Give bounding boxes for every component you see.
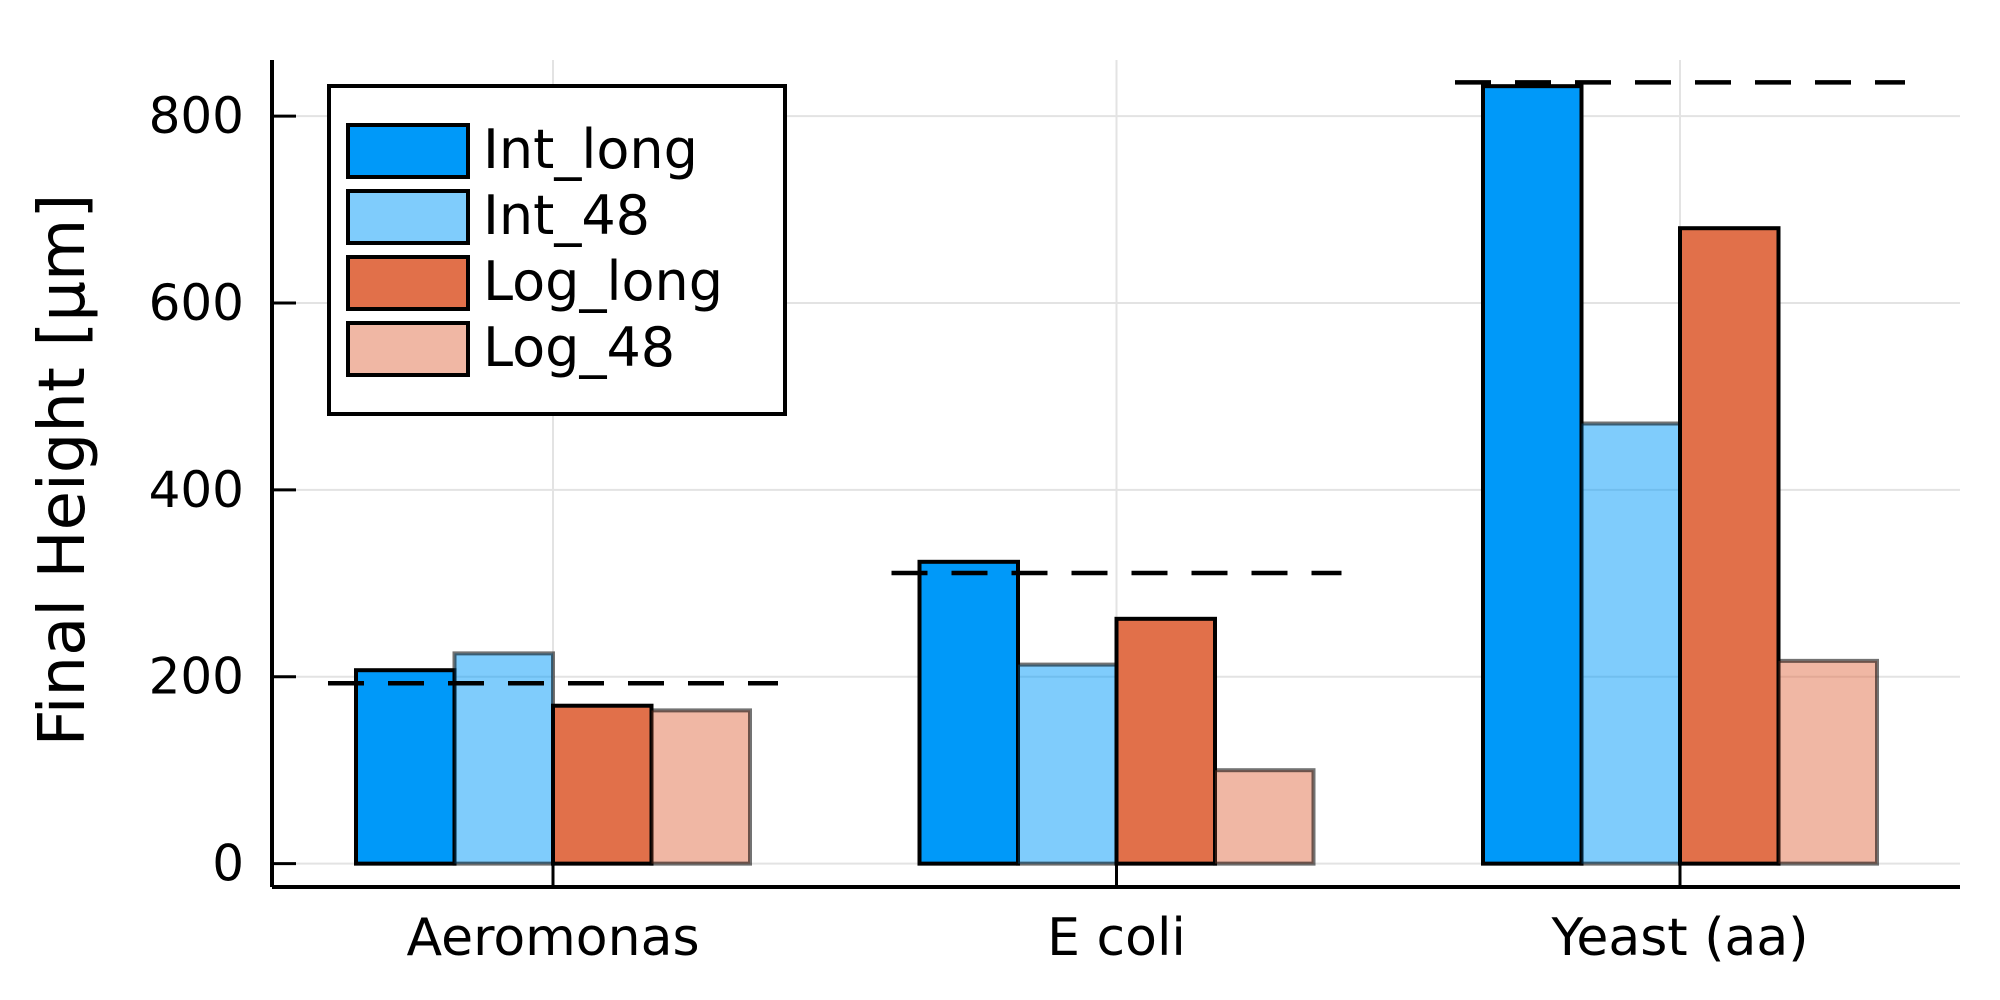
y-tick-label: 400: [149, 461, 244, 519]
y-tick-label: 800: [149, 87, 244, 145]
bar-log-long-2: [1678, 226, 1781, 866]
bar-log-long-0: [551, 703, 654, 866]
bar-log-48-2: [1776, 658, 1879, 866]
bar-int-long-0: [354, 668, 457, 866]
y-axis-label: Final Height [μm]: [26, 194, 100, 747]
legend-swatch: [346, 123, 470, 179]
legend-swatch: [346, 321, 470, 377]
legend-swatch: [346, 189, 470, 245]
bars: [354, 84, 1879, 866]
bar-int-long-1: [917, 559, 1020, 866]
bar-int-long-2: [1481, 84, 1584, 866]
x-tick-label: Aeromonas: [406, 908, 699, 968]
axes: 0 200 400 600 800 Aeromonas E coli Yeast (aa): [149, 60, 1960, 968]
x-tick-label: Yeast (aa): [1550, 908, 1808, 968]
x-tick-label: E coli: [1047, 908, 1186, 968]
y-tick-label: 0: [212, 835, 244, 893]
bar-int-48-1: [1016, 662, 1119, 866]
y-tick-label: 200: [149, 648, 244, 706]
bar-log-48-1: [1213, 768, 1316, 866]
legend-label: Int_long: [483, 118, 698, 181]
bar-log-long-1: [1114, 616, 1217, 866]
legend-swatch: [346, 255, 470, 311]
reference-lines: [328, 80, 1905, 686]
y-tick-label: 600: [149, 274, 244, 332]
legend-label: Log_long: [483, 250, 723, 313]
bar-int-48-2: [1579, 421, 1682, 866]
legend-label: Int_48: [483, 184, 650, 247]
legend-label: Log_48: [483, 316, 675, 379]
bar-log-48-0: [649, 708, 752, 866]
